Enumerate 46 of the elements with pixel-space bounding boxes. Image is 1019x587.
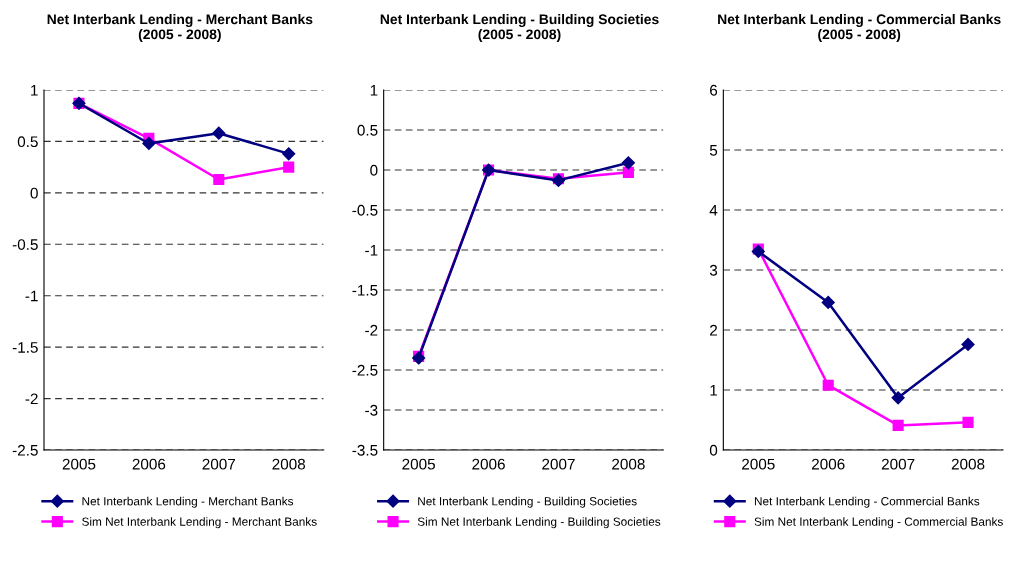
y-tick-label: -3: [365, 404, 378, 416]
legend-label: Sim Net Interbank Lending - Merchant Banks: [82, 517, 317, 529]
x-tick-label: 2006: [472, 458, 505, 470]
y-tick-label: -0.5: [352, 204, 378, 216]
y-tick-label: 3: [709, 264, 718, 276]
y-tick-label: -2: [365, 324, 378, 336]
y-tick-label: -1.5: [352, 285, 378, 296]
y-tick-label: 0: [709, 444, 718, 456]
x-tick-label: 2005: [742, 458, 775, 470]
y-tick-label: -1: [365, 245, 378, 256]
legend-label: Net Interbank Lending - Building Societies: [418, 496, 637, 508]
y-tick-label: -2.5: [352, 364, 378, 376]
x-tick-label: 2007: [881, 458, 915, 470]
y-tick-label: 0.5: [357, 124, 378, 136]
x-tick-label: 2008: [951, 458, 985, 470]
chart-title: Net Interbank Lending - Merchant Banks (2005 - 2008): [47, 14, 313, 42]
chart-title: Net Interbank Lending - Commercial Banks (2005 - 2008): [718, 14, 1001, 42]
legend-label: Net Interbank Lending - Commercial Banks: [754, 496, 980, 508]
y-tick-label: -1.5: [12, 342, 38, 353]
y-tick-label: -0.5: [12, 239, 38, 250]
y-tick-label: 5: [709, 145, 718, 156]
x-tick-label: 2006: [811, 458, 845, 470]
y-tick-label: 0: [370, 164, 378, 176]
y-tick-label: -2.5: [12, 444, 38, 456]
x-tick-label: 2007: [202, 458, 236, 470]
legend-label: Net Interbank Lending - Merchant Banks: [82, 496, 294, 508]
legend-label: Sim Net Interbank Lending - Building Societies: [417, 517, 661, 529]
x-tick-label: 2006: [132, 458, 166, 470]
y-tick-label: 0: [30, 187, 38, 199]
x-tick-label: 2005: [62, 458, 96, 470]
chart-title: Net Interbank Lending - Building Societies (2005 - 2008): [380, 14, 659, 42]
legend-label: Sim Net Interbank Lending - Commercial Banks: [754, 517, 1003, 529]
y-tick-label: 6: [710, 84, 718, 96]
x-tick-label: 2008: [272, 458, 306, 470]
x-tick-label: 2007: [542, 458, 575, 470]
x-tick-label: 2005: [402, 458, 435, 470]
x-tick-label: 2008: [612, 458, 645, 470]
y-tick-label: 1: [370, 85, 378, 96]
y-tick-label: -1: [25, 290, 38, 302]
y-tick-label: 4: [709, 205, 718, 216]
y-tick-label: 1: [31, 85, 38, 96]
y-tick-label: 2: [710, 324, 718, 336]
y-tick-label: 1: [710, 385, 718, 396]
y-tick-label: -2: [25, 393, 38, 405]
y-tick-label: 0.5: [17, 136, 38, 148]
y-tick-label: -3.5: [352, 444, 378, 456]
